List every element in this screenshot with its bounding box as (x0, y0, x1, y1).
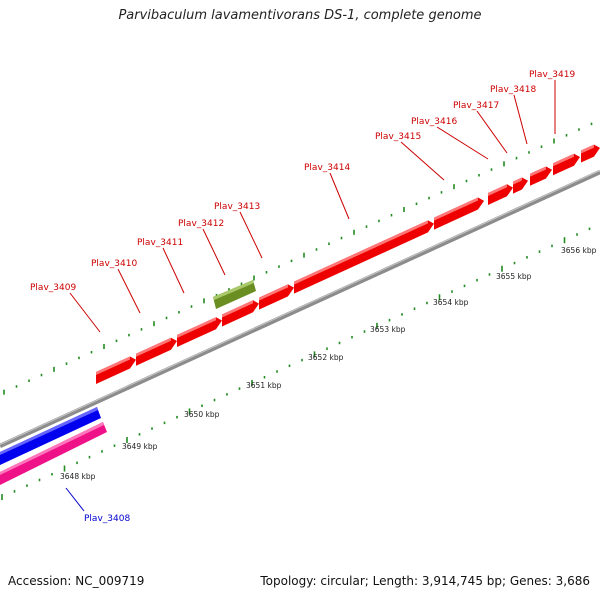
forward-gene-label-group[interactable]: Plav_3414 (304, 163, 350, 220)
ruler-labels: 3648 kbp 3649 kbp 3650 kbp 3651 kbp 3652 kbp… (60, 246, 597, 481)
map-title: Parvibaculum lavamentivorans DS-1, compl… (118, 8, 482, 23)
lower-tick-track (1, 227, 591, 501)
gene-label-plav-3408[interactable]: Plav_3408 (84, 514, 130, 524)
forward-gene-label-group[interactable]: Plav_3412 (178, 219, 226, 276)
forward-gene-arrow[interactable] (530, 166, 552, 186)
reverse-gene-leader (65, 487, 85, 512)
gene-label[interactable]: Plav_3410 (91, 259, 137, 269)
ruler-label: 3649 kbp (122, 442, 158, 451)
accession-text: Accession: NC_009719 (8, 574, 145, 588)
forward-gene-label-group[interactable]: Plav_3419 (529, 70, 575, 134)
forward-gene-arrow[interactable] (96, 356, 136, 384)
forward-gene-arrow[interactable] (259, 284, 294, 310)
ruler-label: 3648 kbp (60, 472, 96, 481)
genome-summary-text: Topology: circular; Length: 3,914,745 bp… (260, 574, 590, 588)
forward-gene-arrow[interactable] (177, 317, 222, 348)
forward-gene-label-group[interactable]: Plav_3411 (137, 238, 185, 294)
forward-gene-track (96, 144, 600, 384)
forward-gene-arrow[interactable] (136, 337, 177, 366)
gene-label[interactable]: Plav_3409 (30, 283, 76, 293)
gene-leader-line (239, 211, 263, 259)
forward-gene-arrow[interactable] (553, 153, 580, 176)
forward-gene-arrow[interactable] (222, 300, 259, 327)
gene-leader-line (69, 292, 101, 333)
gene-leader-line (436, 126, 489, 160)
gene-label[interactable]: Plav_3415 (375, 132, 421, 142)
green-feature[interactable] (213, 280, 256, 309)
gene-label[interactable]: Plav_3412 (178, 219, 224, 229)
forward-gene-label-group[interactable]: Plav_3413 (214, 202, 263, 259)
ruler-label: 3655 kbp (496, 272, 532, 281)
pink-feature[interactable] (0, 422, 107, 485)
upper-tick-track (3, 122, 593, 395)
ruler-label: 3652 kbp (308, 353, 344, 362)
gene-leader-line (162, 247, 185, 294)
forward-gene-arrow[interactable] (513, 177, 528, 194)
reverse-gene-label-group[interactable]: Plav_3408 (65, 487, 130, 524)
forward-gene-arrow[interactable] (488, 184, 513, 205)
forward-gene-arrow[interactable] (434, 197, 484, 230)
gene-leader-line (117, 268, 141, 314)
forward-gene-label-group[interactable]: Plav_3417 (453, 101, 508, 154)
gene-label[interactable]: Plav_3416 (411, 117, 457, 127)
forward-gene-label-group[interactable]: Plav_3415 (375, 132, 445, 181)
forward-gene-labels: Plav_3409 Plav_3410 Plav_3411 Plav_3412 Plav… (30, 70, 575, 333)
gene-label[interactable]: Plav_3418 (490, 85, 536, 95)
ruler-label: 3656 kbp (561, 246, 597, 255)
ruler-label: 3650 kbp (184, 410, 220, 419)
gene-label[interactable]: Plav_3417 (453, 101, 499, 111)
forward-gene-arrow[interactable] (294, 220, 434, 294)
gene-leader-line (476, 110, 508, 154)
gene-leader-line (202, 228, 226, 276)
gene-label[interactable]: Plav_3413 (214, 202, 260, 212)
gene-label[interactable]: Plav_3411 (137, 238, 183, 248)
ruler-label: 3654 kbp (433, 298, 469, 307)
gene-label[interactable]: Plav_3414 (304, 163, 350, 173)
forward-gene-label-group[interactable]: Plav_3418 (490, 85, 536, 145)
ruler-label: 3653 kbp (370, 325, 406, 334)
blue-feature[interactable] (0, 407, 101, 465)
forward-gene-arrow[interactable] (581, 144, 600, 163)
ruler-label: 3651 kbp (246, 381, 282, 390)
forward-gene-label-group[interactable]: Plav_3416 (411, 117, 489, 160)
genome-backbone-highlight (0, 170, 600, 445)
forward-gene-label-group[interactable]: Plav_3409 (30, 283, 101, 333)
gene-leader-line (329, 172, 350, 220)
genome-backbone (0, 169, 600, 449)
gene-label[interactable]: Plav_3419 (529, 70, 575, 80)
gene-leader-line (400, 141, 445, 181)
gene-leader-line (513, 94, 528, 145)
forward-gene-label-group[interactable]: Plav_3410 (91, 259, 141, 314)
